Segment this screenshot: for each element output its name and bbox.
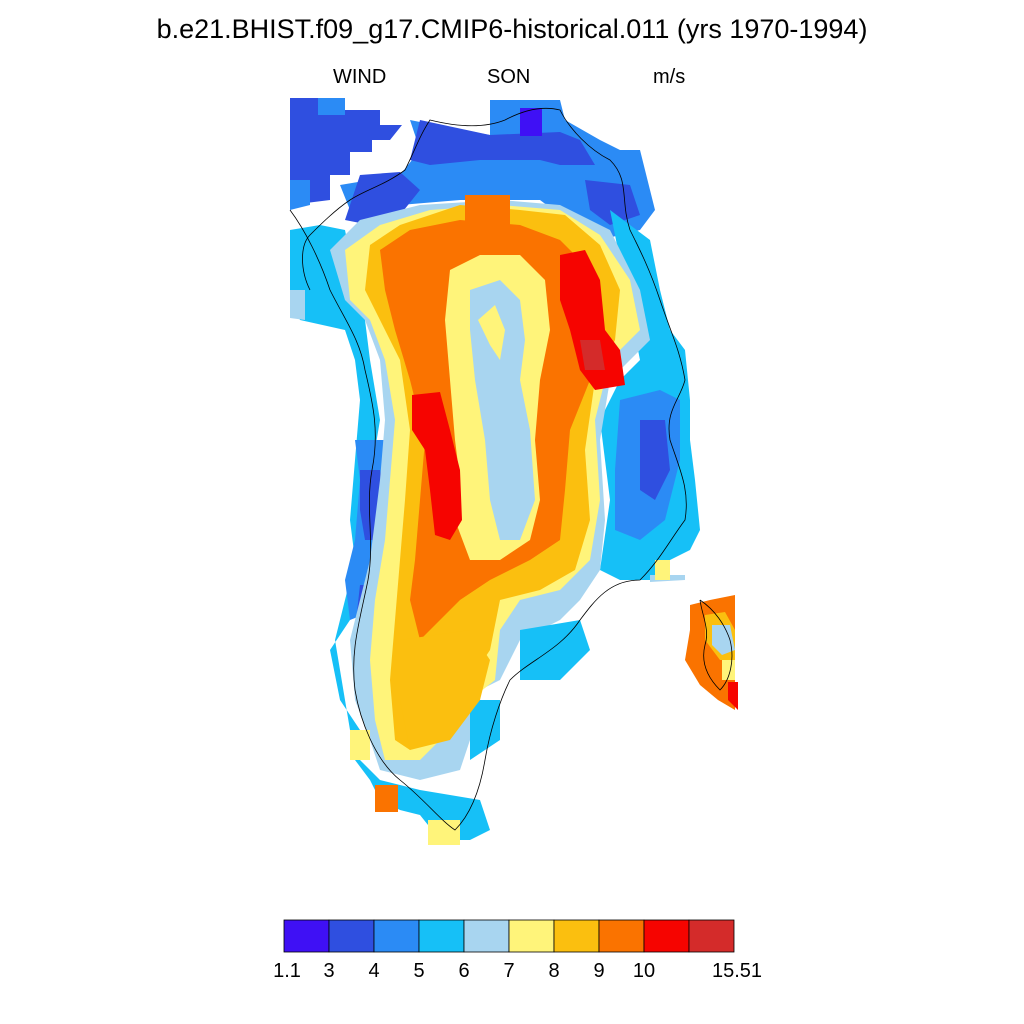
colorbar-swatch xyxy=(598,919,645,953)
colorbar-tick-label: 4 xyxy=(368,960,380,982)
colorbar-tick-label: 3 xyxy=(323,960,335,982)
wind-field xyxy=(290,98,738,845)
colorbar-tick-label: 6 xyxy=(458,960,470,982)
colorbar-swatch xyxy=(373,919,420,953)
colorbar-tick-label: 7 xyxy=(503,960,515,982)
units-label: m/s xyxy=(653,66,686,88)
colorbar-tick-label: 1.1 xyxy=(273,960,301,982)
coastline xyxy=(289,107,733,831)
colorbar xyxy=(283,919,735,953)
variable-label: WIND xyxy=(333,66,387,88)
map-title: b.e21.BHIST.f09_g17.CMIP6-historical.011… xyxy=(156,14,868,44)
colorbar-swatch xyxy=(688,919,735,953)
colorbar-tick-label: 9 xyxy=(593,960,605,982)
colorbar-swatch xyxy=(328,919,375,953)
colorbar-tick-label: 10 xyxy=(632,960,656,982)
colorbar-swatch xyxy=(553,919,600,953)
colorbar-tick-label: 15.51 xyxy=(711,960,763,982)
colorbar-swatch xyxy=(418,919,465,953)
season-label: SON xyxy=(487,66,531,88)
colorbar-swatch xyxy=(508,919,555,953)
colorbar-swatch xyxy=(283,919,330,953)
colorbar-tick-label: 5 xyxy=(413,960,425,982)
colorbar-swatch xyxy=(643,919,690,953)
colorbar-tick-label: 8 xyxy=(548,960,560,982)
colorbar-swatch xyxy=(463,919,510,953)
